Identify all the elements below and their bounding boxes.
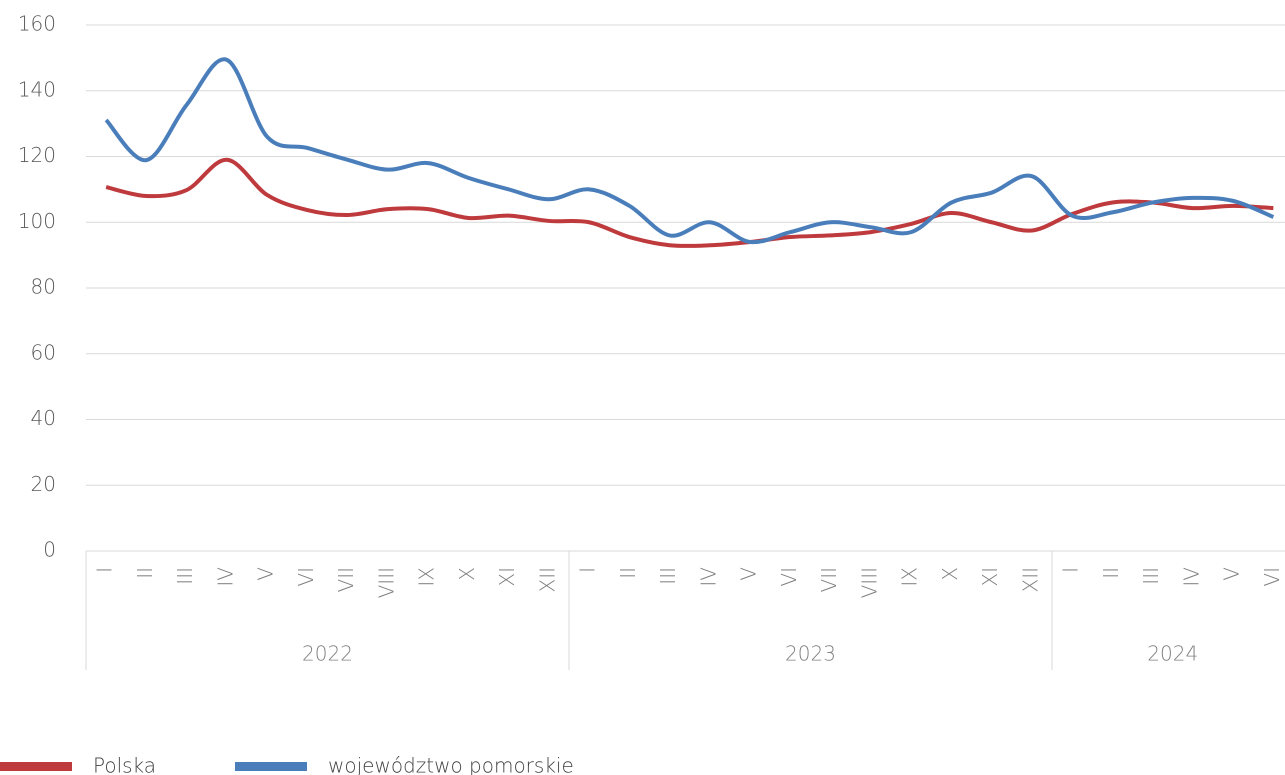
y-tick-label: 60 — [31, 340, 56, 364]
x-tick-label: XII — [1018, 567, 1042, 593]
x-group-label: 2022 — [302, 642, 353, 666]
x-tick-label: V — [1220, 567, 1244, 581]
y-tick-label: 100 — [18, 209, 56, 233]
x-tick-label: VI — [294, 567, 318, 587]
y-tick-label: 140 — [18, 77, 56, 101]
y-tick-label: 160 — [18, 12, 56, 36]
x-tick-label: III — [656, 567, 680, 585]
x-tick-label: III — [1139, 567, 1163, 585]
x-tick-label: III — [173, 567, 197, 585]
x-tick-label: VII — [334, 567, 358, 592]
x-tick-label: II — [1099, 567, 1123, 579]
legend-swatch — [235, 762, 307, 771]
x-tick-label: VIII — [374, 567, 398, 598]
x-tick-label: XII — [535, 567, 559, 593]
x-tick-label: I — [93, 567, 117, 573]
y-tick-label: 40 — [31, 406, 56, 430]
x-tick-label: V — [254, 567, 278, 581]
y-tick-label: 0 — [43, 538, 56, 562]
x-tick-label: II — [616, 567, 640, 579]
x-group-label: 2023 — [785, 642, 836, 666]
x-tick-label: XI — [495, 567, 519, 587]
x-group-label: 2024 — [1147, 642, 1198, 666]
y-tick-label: 80 — [31, 275, 56, 299]
legend-swatch — [0, 762, 72, 771]
x-tick-label: IV — [213, 567, 237, 587]
legend-label: województwo pomorskie — [328, 754, 574, 775]
x-tick-label: VI — [777, 567, 801, 587]
y-tick-label: 20 — [31, 472, 56, 496]
x-tick-label: X — [455, 567, 479, 581]
x-tick-label: I — [576, 567, 600, 573]
x-tick-label: II — [133, 567, 157, 579]
series-line — [104, 57, 1275, 245]
x-tick-label: X — [938, 567, 962, 581]
x-tick-label: I — [1059, 567, 1083, 573]
y-tick-label: 120 — [18, 143, 56, 167]
series-line — [105, 157, 1274, 249]
x-tick-label: IX — [898, 567, 922, 587]
x-tick-label: XI — [978, 567, 1002, 587]
x-tick-label: V — [737, 567, 761, 581]
x-tick-label: IV — [1179, 567, 1203, 587]
x-tick-label: VI — [1260, 567, 1284, 587]
legend-label: Polska — [93, 754, 156, 775]
x-tick-label: IX — [415, 567, 439, 587]
x-tick-label: IV — [696, 567, 720, 587]
x-tick-label: VII — [817, 567, 841, 592]
x-tick-label: VIII — [857, 567, 881, 598]
